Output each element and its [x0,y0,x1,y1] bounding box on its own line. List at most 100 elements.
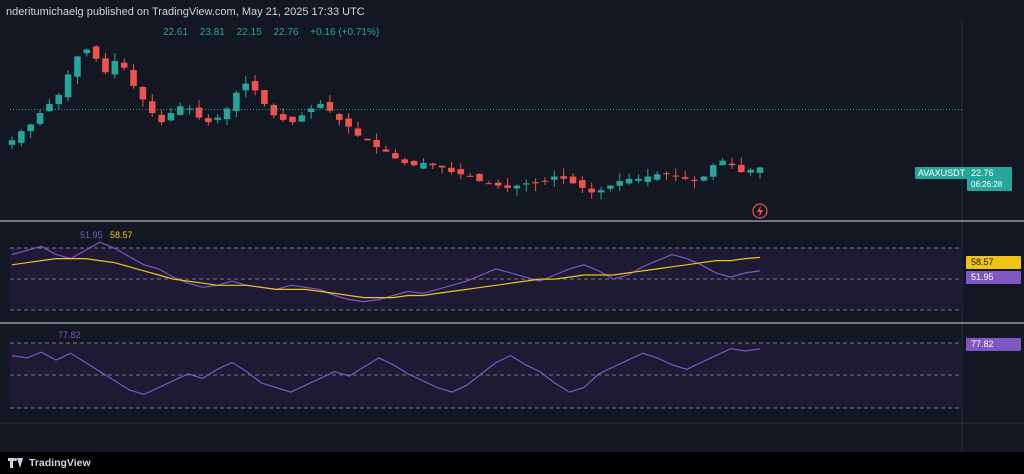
candle-body [719,160,726,166]
candle-body [83,49,91,54]
candle-body [111,60,119,75]
candle-body [335,114,343,120]
publisher-line: nderitumichaelg published on TradingView… [6,6,365,18]
symbol-tag: AVAXUSDT [915,167,969,179]
indicator1-value-tag: 51.95 [966,271,1021,284]
candle-body [261,90,268,104]
indicator1-legend-ma: 58.57 [110,230,133,240]
tradingview-logo[interactable]: TradingView [8,457,91,469]
candle-body [700,176,708,181]
candle-body [64,74,72,98]
tradingview-brand-text: TradingView [29,457,91,469]
candle-body [214,117,221,120]
candle-body [242,83,250,91]
candle-body [120,62,128,68]
candle-body [205,118,212,123]
candle-body [420,162,427,169]
candle-body [148,101,156,114]
candle-body [635,178,642,181]
candle-body [709,165,717,177]
candle-body [102,58,109,73]
ohlc-low: 22.15 [236,27,262,38]
candle-body [167,113,175,121]
candle-body [476,173,483,182]
candle-body [513,185,521,189]
candle-body [410,160,418,166]
candle-body [130,70,137,86]
candle-body [373,140,380,148]
candle-body [466,175,474,177]
ohlc-open: 22.61 [163,27,189,38]
candle-body [92,46,100,59]
candle-body [653,174,661,180]
candle-body [307,108,315,112]
candle-body [195,107,203,118]
ohlc-close: 22.76 [273,27,299,38]
ohlc-change: +0.16 (+0.71%) [310,27,380,38]
candle-body [177,106,184,115]
candle-body [560,176,567,179]
candle-body [569,176,577,184]
candle-body [8,140,16,145]
candle-body [223,108,231,120]
ohlc-legend: 22.61 23.81 22.15 22.76 +0.16 (+0.71%) [163,26,388,40]
candle-body [494,182,502,186]
candle-body [279,114,287,120]
candle-body [579,180,586,188]
candle-body [158,114,165,123]
candle-body [588,188,595,193]
candle-body [18,131,25,143]
candle-body [738,164,745,172]
candle-body [597,190,605,193]
indicator2-line [11,348,761,396]
candle-body [532,182,539,184]
candle-body [233,92,240,112]
candle-body [139,86,147,100]
candle-body [663,173,670,175]
indicator1-ma-tag: 58.57 [966,256,1021,269]
candle-body [251,81,259,91]
candle-body [186,108,193,110]
candle-body [541,180,549,182]
candle-body [317,104,324,108]
candle-body [625,178,633,184]
candle-body [756,167,764,173]
tradingview-logo-icon [8,458,24,468]
candle-body [485,183,493,185]
candle-body [438,165,446,168]
candle-body [616,181,624,186]
price-scale-tags: AVAXUSDT 22.76 06:26:28 [915,167,1013,191]
candle-body [354,128,362,136]
candlestick-series [8,45,764,200]
candle-body [55,94,63,105]
candle-body [457,169,465,175]
candle-body [46,104,53,112]
lightning-icon[interactable] [752,203,768,219]
candle-body [382,149,390,152]
candle-body [345,118,352,127]
candle-body [289,116,296,123]
last-price-value: 22.76 [971,168,994,178]
ohlc-high: 23.81 [199,27,225,38]
candle-body [747,169,754,173]
candle-body [326,102,334,111]
candle-body [448,167,455,172]
candle-body [74,56,81,77]
candle-body [522,183,530,185]
indicator1-ma-line [11,256,761,299]
candle-body [551,176,558,180]
indicator2-legend-value: 77.82 [58,330,81,340]
candle-body [691,179,698,182]
candle-body [644,176,652,183]
indicator1-legend-value: 51.95 [80,230,103,240]
candle-body [298,115,306,122]
last-price-tag: 22.76 06:26:28 [967,167,1012,191]
candle-body [270,104,278,116]
indicator2-value-tag: 77.82 [966,338,1021,351]
chart-canvas[interactable] [0,0,1024,452]
bar-countdown: 06:26:28 [971,180,1003,189]
candle-body [27,124,34,132]
candle-body [607,185,614,189]
candle-body [392,153,399,159]
candle-body [504,185,511,188]
